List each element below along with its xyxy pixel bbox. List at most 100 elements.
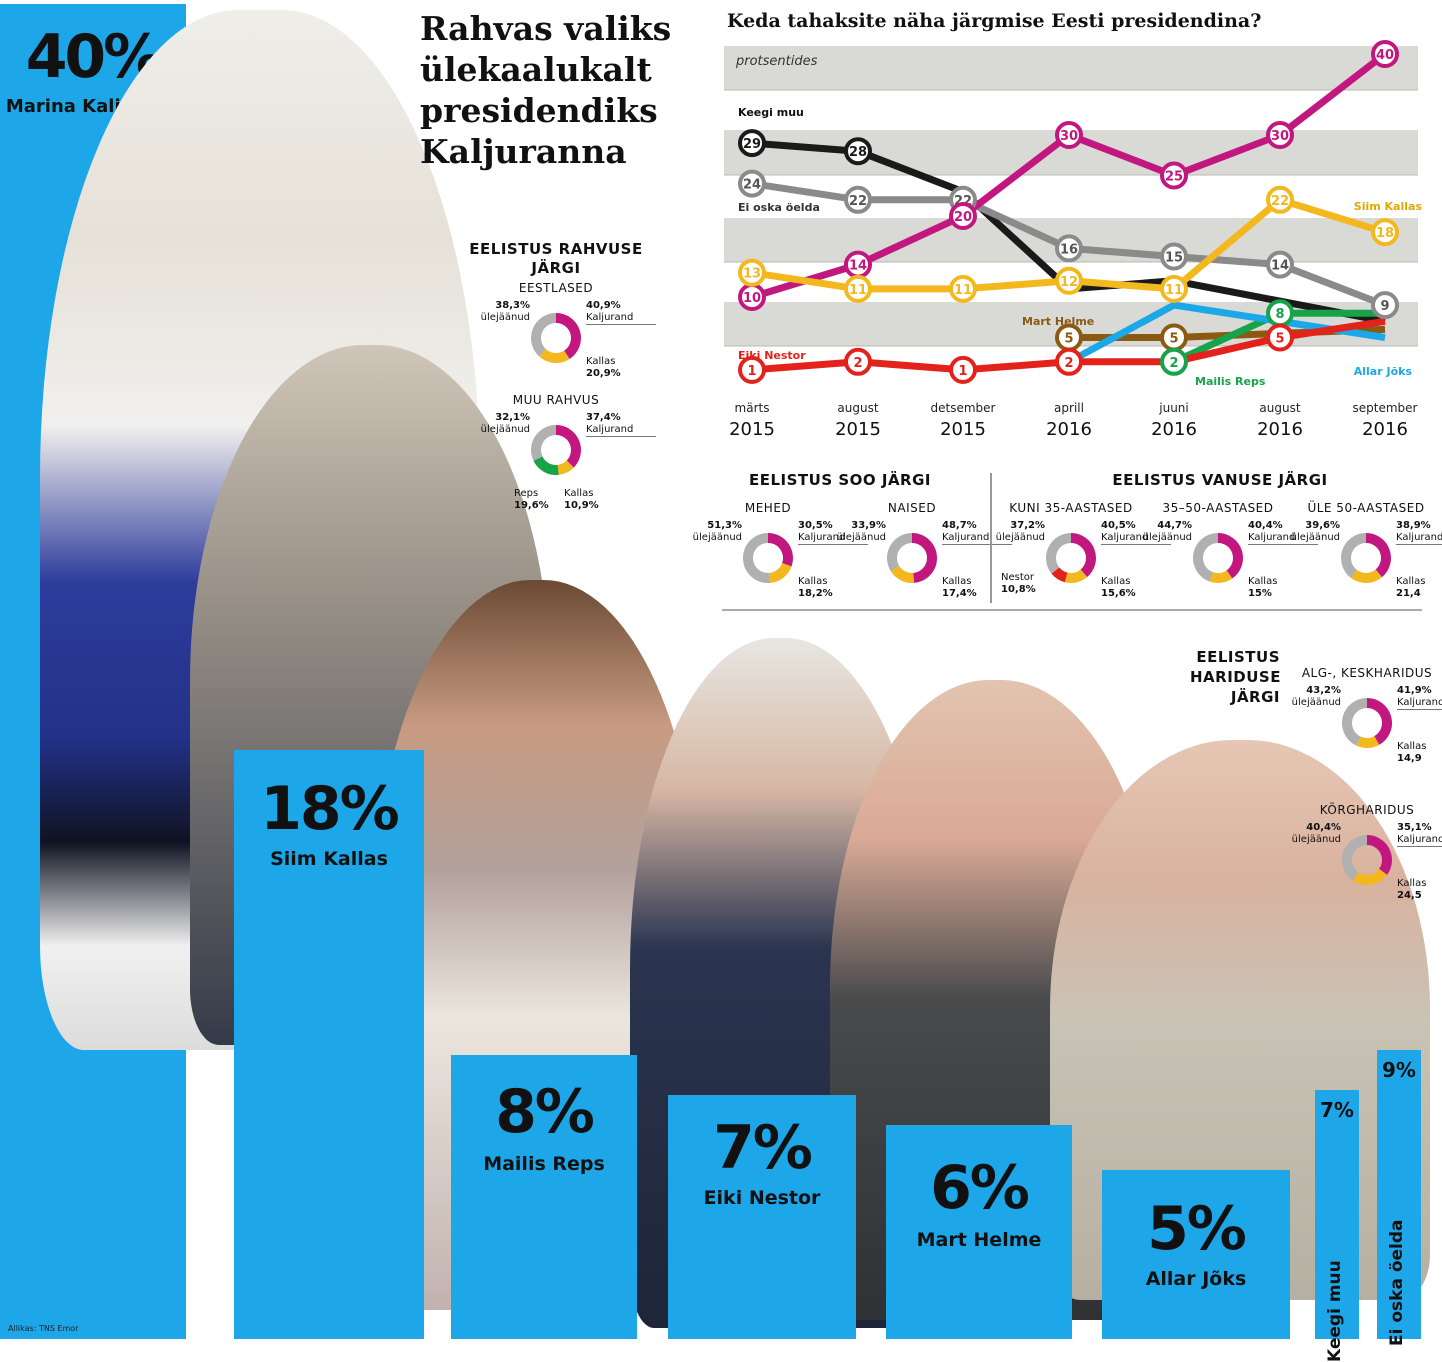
education-higher-rest-label: ülejäänud bbox=[1291, 834, 1341, 845]
point-label-20: 15 bbox=[1165, 251, 1183, 266]
headline-line-4: Kaljuranna bbox=[420, 132, 627, 171]
x-tick-year-0: 2015 bbox=[729, 419, 775, 440]
series-line-0 bbox=[751, 139, 1386, 325]
age-under35-nestor-value: 10,8% bbox=[1001, 584, 1036, 595]
series-name-label-3: Siim Kallas bbox=[1354, 200, 1423, 213]
nationality-muu-kallas-value: 10,9% bbox=[564, 500, 599, 511]
gender-mehed-label: MEHED bbox=[744, 501, 792, 515]
point-marker-9 bbox=[1160, 161, 1188, 190]
nationality-muu-donut-slice-2 bbox=[533, 456, 559, 475]
point-marker-14 bbox=[949, 274, 977, 303]
gender-mehed-donut-slice-2 bbox=[743, 533, 771, 583]
age-over50-kaljurand-label: Kaljurand bbox=[1396, 532, 1442, 545]
gender-naised-donut-slice-2 bbox=[887, 533, 913, 572]
gender-naised-kallas-label: Kallas bbox=[942, 576, 972, 587]
age-under35-rest-label: ülejäänud bbox=[995, 532, 1045, 543]
bar-joks-name: Allar Jõks bbox=[1145, 1268, 1247, 1290]
x-tick-month-0: märts bbox=[735, 401, 770, 415]
point-label-11: 40 bbox=[1376, 48, 1394, 63]
age-under35-donut-slice-1 bbox=[1064, 569, 1088, 583]
point-marker-16 bbox=[1160, 274, 1188, 303]
education-higher-label: KÕRGHARIDUS bbox=[1319, 803, 1415, 817]
age-under35-kallas-label: Kallas bbox=[1101, 576, 1131, 587]
chart-subtitle: protsentides bbox=[735, 54, 818, 69]
nationality-muu-donut bbox=[531, 425, 581, 475]
age-under35-kaljurand-label: Kaljurand bbox=[1101, 532, 1171, 545]
nationality-eestlased-kaljurand-value: 40,9% bbox=[586, 300, 621, 311]
point-marker-29 bbox=[949, 355, 977, 384]
point-label-19: 16 bbox=[1060, 242, 1078, 257]
x-tick-month-6: september bbox=[1353, 401, 1418, 415]
bar-keegi-muu-pct: 7% bbox=[1320, 1098, 1354, 1122]
age-over50-label: ÜLE 50-AASTASED bbox=[1307, 501, 1425, 515]
point-marker-7 bbox=[949, 202, 977, 230]
point-label-3: 22 bbox=[849, 194, 867, 209]
point-marker-0 bbox=[738, 129, 766, 158]
age-under35-rest-value: 37,2% bbox=[1010, 520, 1045, 531]
age-under35-donut-slice-3 bbox=[1046, 533, 1072, 574]
nationality-title-2: JÄRGI bbox=[531, 259, 581, 277]
gender-mehed-kaljurand-label: Kaljurand bbox=[798, 532, 868, 545]
point-label-8: 30 bbox=[1060, 129, 1078, 144]
bar-nestor-name: Eiki Nestor bbox=[703, 1187, 821, 1209]
nationality-eestlased-kaljurand-label: Kaljurand bbox=[586, 312, 656, 325]
age-under35-label: KUNI 35-AASTASED bbox=[1009, 501, 1133, 515]
age-35-50-kallas-value: 15% bbox=[1248, 588, 1272, 599]
point-label-7: 20 bbox=[954, 210, 972, 225]
age-over50-donut-slice-1 bbox=[1350, 569, 1383, 583]
age-over50-kallas-label: Kallas bbox=[1396, 576, 1426, 587]
series-name-label-1: Keegi muu bbox=[738, 106, 804, 119]
gender-naised-kallas-value: 17,4% bbox=[942, 588, 977, 599]
headline-line-1: Rahvas valiks bbox=[420, 9, 672, 48]
nationality-eestlased-donut bbox=[531, 313, 581, 363]
bar-ei-oska: 9% bbox=[1377, 1050, 1421, 1339]
point-marker-10 bbox=[1266, 121, 1294, 149]
point-marker-30 bbox=[1055, 347, 1083, 376]
gender-naised-kaljurand-label: Kaljurand bbox=[942, 532, 1012, 545]
age-over50-rest-label: ülejäänud bbox=[1290, 532, 1340, 543]
point-label-2: 24 bbox=[743, 178, 761, 193]
gender-title: EELISTUS SOO JÄRGI bbox=[748, 471, 932, 489]
nationality-muu-rest-label: ülejäänud bbox=[480, 424, 530, 435]
age-over50-kaljurand-value: 38,9% bbox=[1396, 520, 1431, 531]
education-higher-kallas-value: 24,5 bbox=[1397, 890, 1422, 901]
point-marker-19 bbox=[1055, 234, 1083, 263]
bar-kallas-pct: 18% bbox=[260, 774, 400, 844]
point-label-23: 5 bbox=[1064, 332, 1073, 347]
point-marker-18 bbox=[1371, 218, 1399, 247]
nationality-muu-donut-slice-3 bbox=[531, 425, 557, 461]
point-label-30: 2 bbox=[1064, 356, 1073, 371]
chart-title: Keda tahaksite näha järgmise Eesti presi… bbox=[727, 10, 1262, 32]
age-35-50-donut-slice-1 bbox=[1209, 570, 1233, 583]
point-marker-28 bbox=[844, 347, 872, 376]
age-under35-kallas-value: 15,6% bbox=[1101, 588, 1136, 599]
education-higher-donut-slice-1 bbox=[1352, 868, 1388, 885]
age-over50-rest-value: 39,6% bbox=[1305, 520, 1340, 531]
bar-reps: 8% Mailis Reps bbox=[451, 1055, 637, 1339]
nationality-eestlased-donut-slice-2 bbox=[531, 313, 557, 357]
age-35-50-donut bbox=[1193, 533, 1243, 583]
age-title: EELISTUS VANUSE JÄRGI bbox=[1112, 471, 1328, 489]
age-over50-donut-slice-0 bbox=[1365, 533, 1391, 578]
age-under35-donut bbox=[1046, 533, 1096, 583]
nationality-eestlased-rest-label: ülejäänud bbox=[480, 312, 530, 323]
x-tick-year-4: 2016 bbox=[1151, 419, 1197, 440]
education-basic-kallas-label: Kallas bbox=[1397, 741, 1427, 752]
point-label-27: 1 bbox=[747, 364, 756, 379]
point-label-13: 11 bbox=[849, 283, 867, 298]
gender-mehed-kallas-label: Kallas bbox=[798, 576, 828, 587]
source-note: Allikas: TNS Emor bbox=[8, 1324, 79, 1333]
age-35-50-donut-slice-0 bbox=[1217, 533, 1243, 579]
point-label-31: 5 bbox=[1275, 332, 1284, 347]
gender-mehed-kallas-value: 18,2% bbox=[798, 588, 833, 599]
series-name-label-7: Allar Jõks bbox=[1354, 365, 1413, 378]
education-basic-donut-slice-0 bbox=[1366, 698, 1392, 745]
point-marker-31 bbox=[1266, 323, 1294, 352]
age-under35-kaljurand-value: 40,5% bbox=[1101, 520, 1136, 531]
gender-mehed-donut-slice-1 bbox=[768, 562, 792, 583]
point-label-29: 1 bbox=[958, 364, 967, 379]
education-basic-label: ALG-, KESKHARIDUS bbox=[1301, 666, 1433, 680]
age-35-50-rest-label: ülejäänud bbox=[1142, 532, 1192, 543]
headline-line-3: presidendiks bbox=[420, 91, 658, 130]
age-35-50-donut-slice-2 bbox=[1193, 533, 1219, 582]
